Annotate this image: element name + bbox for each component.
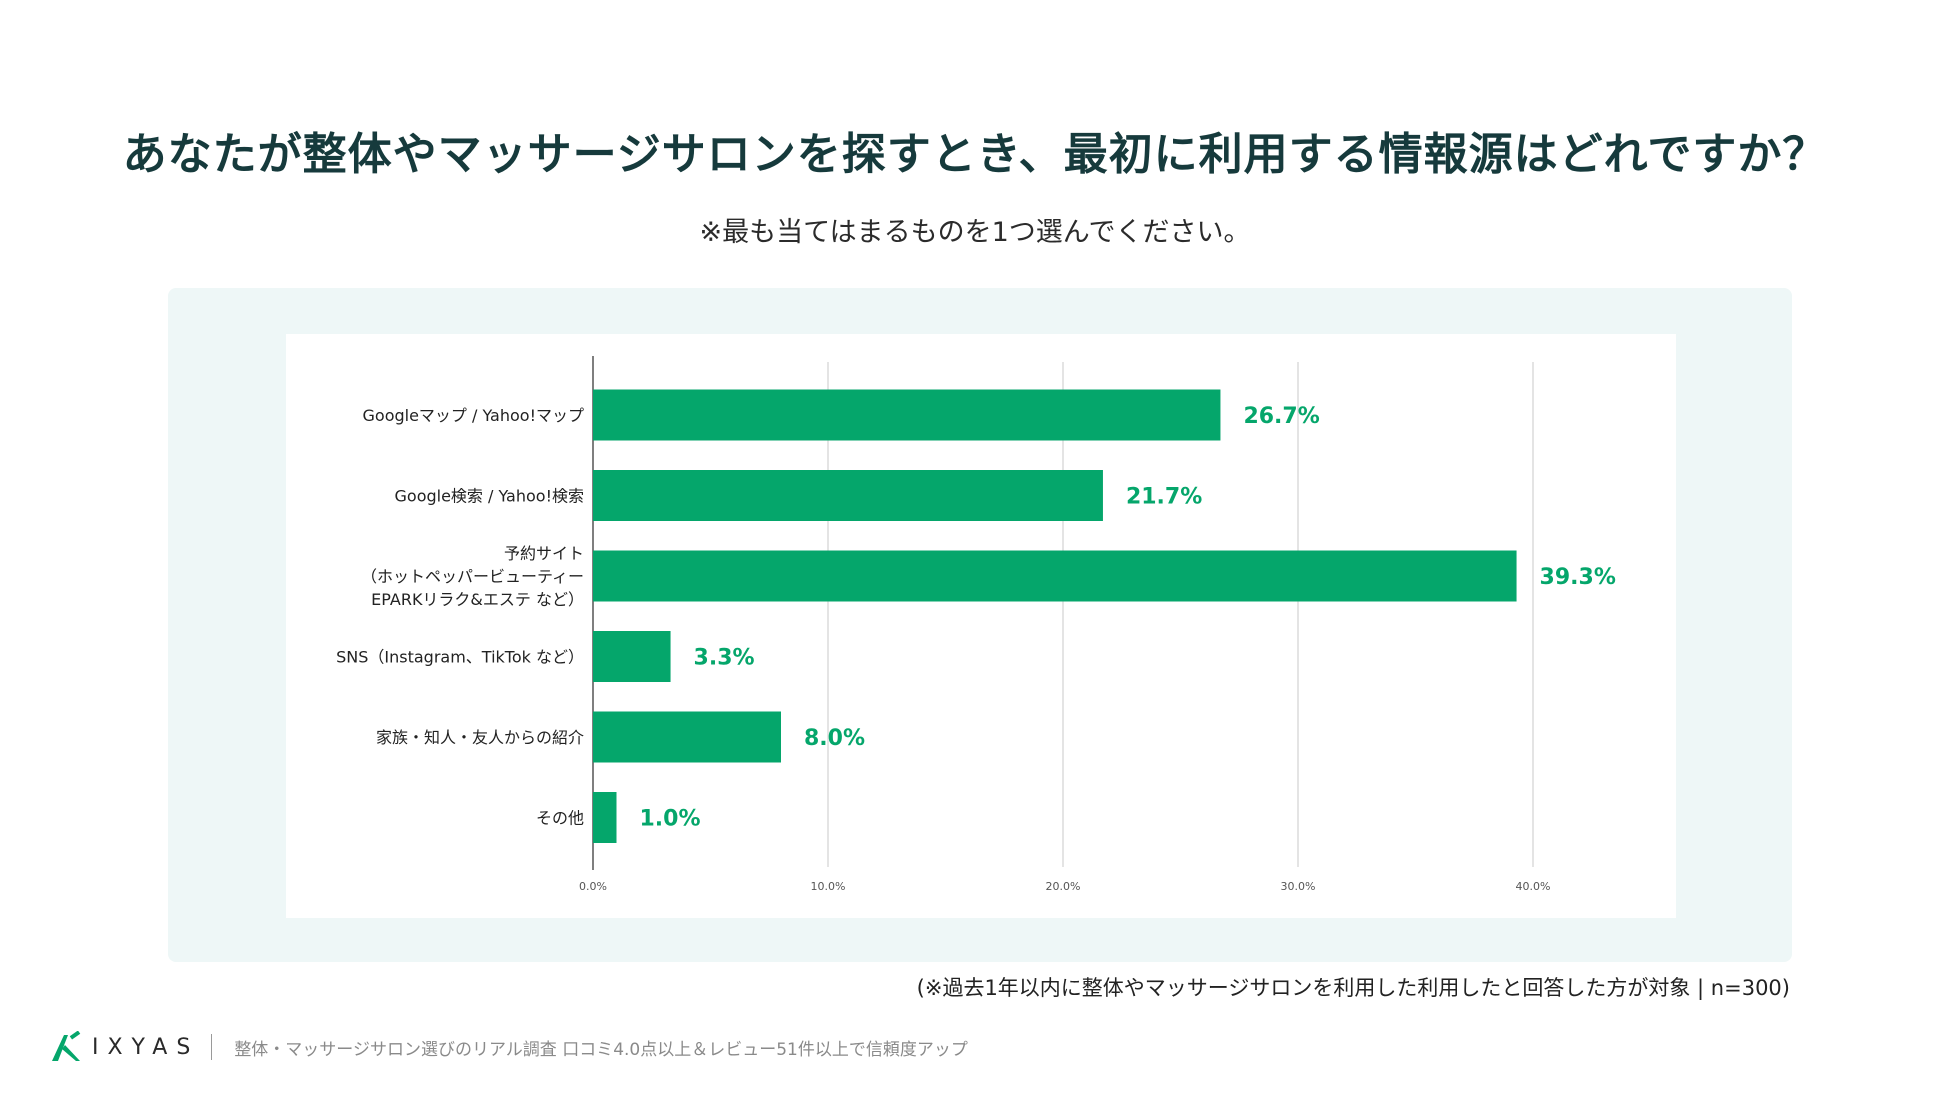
bar <box>593 711 781 763</box>
category-label: その他 <box>536 809 584 828</box>
x-tick-label: 0.0% <box>579 880 607 893</box>
x-tick-label: 20.0% <box>1046 880 1081 893</box>
category-label: （ホットペッパービューティー <box>361 567 584 586</box>
x-tick-label: 30.0% <box>1281 880 1316 893</box>
category-label: SNS（Instagram、TikTok など） <box>336 648 584 667</box>
category-label: 家族・知人・友人からの紹介 <box>376 728 584 747</box>
bar-chart: 0.0% 10.0% 20.0% 30.0% 40.0% 26.7% Googleマップ /… <box>336 356 1616 893</box>
footer-tagline: 整体・マッサージサロン選びのリアル調査 口コミ4.0点以上＆レビュー51件以上で… <box>234 1039 968 1060</box>
bar-value-label: 26.7% <box>1243 404 1319 429</box>
bar-value-label: 8.0% <box>804 726 865 751</box>
footnote: (※過去1年以内に整体やマッサージサロンを利用した利用したと回答した方が対象 |… <box>916 976 1790 1000</box>
x-tick-label: 10.0% <box>811 880 846 893</box>
category-label: 予約サイト <box>504 544 584 563</box>
bar-value-label: 3.3% <box>694 646 755 671</box>
category-label: Google検索 / Yahoo!検索 <box>395 487 585 506</box>
footer-divider <box>211 1034 213 1060</box>
bar-value-label: 21.7% <box>1126 485 1202 510</box>
chart-card: 0.0% 10.0% 20.0% 30.0% 40.0% 26.7% Googleマップ /… <box>286 334 1676 918</box>
ixyas-logo-icon <box>52 1031 81 1061</box>
category-label: EPARKリラク&エステ など） <box>371 590 584 609</box>
bar <box>593 389 1221 441</box>
bar-value-label: 1.0% <box>640 807 701 832</box>
bar <box>593 792 617 843</box>
page-subtitle: ※最も当てはまるものを1つ選んでください。 <box>699 217 1251 248</box>
page-title: あなたが整体やマッサージサロンを探すとき、最初に利用する情報源はどれですか？ <box>122 129 1828 180</box>
bar <box>593 470 1103 521</box>
bar <box>593 631 671 682</box>
bar <box>593 550 1517 602</box>
bar-value-label: 39.3% <box>1540 565 1616 590</box>
x-tick-label: 40.0% <box>1516 880 1551 893</box>
category-label: Googleマップ / Yahoo!マップ <box>363 406 585 425</box>
logo-text: IXYAS <box>92 1034 200 1060</box>
brand-footer: IXYAS 整体・マッサージサロン選びのリアル調査 口コミ4.0点以上＆レビュー… <box>50 1030 968 1064</box>
